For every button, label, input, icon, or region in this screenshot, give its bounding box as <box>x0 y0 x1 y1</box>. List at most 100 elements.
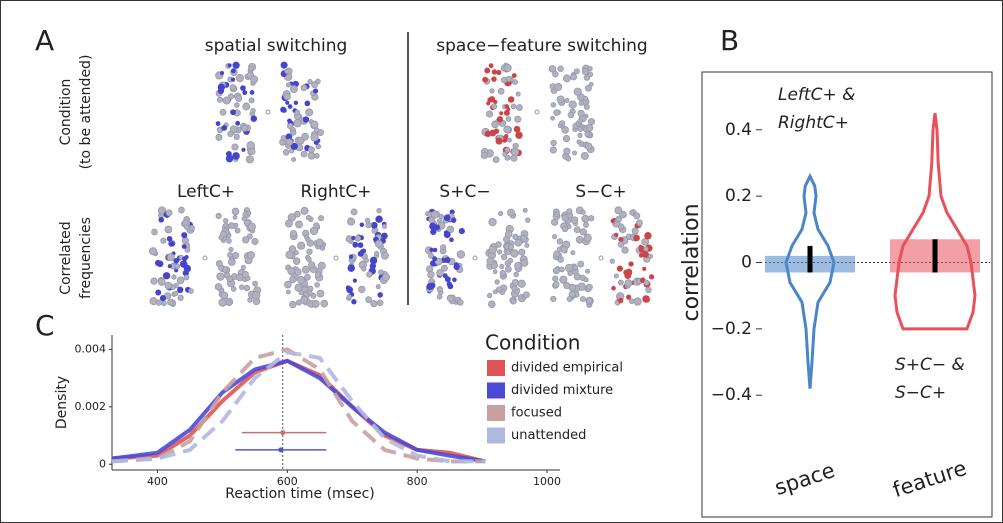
stimulus-dot <box>496 116 504 123</box>
stimulus-dot <box>317 261 326 270</box>
stimulus-dot <box>234 102 240 108</box>
stimulus-dot <box>250 108 256 114</box>
stimulus-dot <box>583 104 590 111</box>
stimulus-dot <box>512 79 518 86</box>
stimulus-dot <box>513 125 521 133</box>
stimulus-dot <box>183 224 190 230</box>
stimulus-dot <box>498 211 504 217</box>
stimulus-dot <box>313 88 319 94</box>
fixation <box>333 255 339 261</box>
stimulus-dot <box>188 288 194 294</box>
stimulus-dot <box>300 296 308 304</box>
stimulus-dot <box>352 278 357 283</box>
stimulus-dot <box>280 61 288 69</box>
stimulus-dot <box>645 286 652 294</box>
stimulus-dot <box>491 103 498 110</box>
stimulus-dot <box>350 208 358 216</box>
stimulus-dot <box>242 90 248 96</box>
stimulus-dot <box>314 282 320 288</box>
stimulus-dot <box>485 110 494 118</box>
stimulus-dot <box>452 277 457 283</box>
stimulus-dot <box>514 261 522 270</box>
stimulus-dot <box>616 265 623 272</box>
row-label: Condition <box>58 79 74 146</box>
panel-label: A <box>35 24 54 57</box>
stimulus-dot <box>228 246 234 253</box>
condition-label: RightC+ <box>301 182 372 202</box>
stimulus-dot <box>235 273 244 282</box>
stimulus-dot <box>294 210 301 218</box>
stimulus-dot <box>642 250 649 258</box>
stimulus-dot <box>618 223 625 230</box>
stimulus-dot <box>561 225 569 233</box>
stimulus-dot <box>289 148 295 154</box>
stimulus-dot <box>183 274 190 281</box>
stimulus-dot <box>223 218 229 224</box>
stimulus-dot <box>429 222 437 230</box>
stimulus-dot <box>226 275 234 283</box>
stimulus-dot <box>158 216 165 223</box>
stimulus-dot <box>552 275 559 282</box>
stimulus-dot <box>285 133 293 141</box>
stimulus-dot <box>510 249 519 258</box>
stimulus-dot <box>581 68 589 76</box>
stimulus-dot <box>288 245 297 253</box>
error-center <box>280 430 286 436</box>
stimulus-dot <box>382 224 387 229</box>
fixation <box>534 109 540 115</box>
stimulus-dot <box>641 237 650 246</box>
stimulus-dot <box>550 139 557 147</box>
stimulus-dot <box>496 249 503 255</box>
stimulus-dot <box>507 257 514 264</box>
stimulus-dot <box>427 270 435 279</box>
stimulus-dot <box>365 296 372 303</box>
stimulus-dot <box>215 133 223 141</box>
stimulus-dot <box>285 100 290 105</box>
stimulus-dot <box>313 152 320 159</box>
stimulus-dot <box>246 210 252 216</box>
stimulus-dot <box>520 234 528 243</box>
stimulus-dot <box>489 129 497 137</box>
stimulus-dot <box>166 253 175 262</box>
stimulus-dot <box>550 115 555 121</box>
stimulus-dot <box>376 299 384 307</box>
stimulus-dot <box>284 68 290 74</box>
stimulus-dot <box>438 213 444 219</box>
stimulus-dot <box>217 96 224 103</box>
stimulus-dot <box>497 87 505 95</box>
stimulus-dot <box>488 63 494 69</box>
stimulus-dot <box>570 73 578 81</box>
legend-title: Condition <box>485 331 580 355</box>
stimulus-dot <box>346 294 352 300</box>
stimulus-dot <box>176 276 185 285</box>
stimulus-dot <box>360 249 365 254</box>
stimulus-dot <box>491 69 498 75</box>
stimulus-dot <box>320 299 329 308</box>
y-tick-label: 0 <box>99 457 106 470</box>
stimulus-dot <box>554 83 563 91</box>
x-tick-label: 1000 <box>533 475 561 488</box>
stimulus-dot <box>586 283 593 291</box>
stimulus-dot <box>495 137 503 145</box>
stimulus-dot <box>284 219 293 228</box>
stimulus-dot <box>565 263 574 273</box>
stimulus-dot <box>581 214 590 223</box>
stimulus-dot <box>564 98 570 103</box>
stimulus-dot <box>293 119 302 128</box>
stimulus-dot <box>375 215 383 223</box>
stimulus-dot <box>290 142 298 150</box>
fixation <box>598 255 604 261</box>
stimulus-dot <box>570 250 576 256</box>
stimulus-dot <box>231 143 239 151</box>
stimulus-dot <box>621 246 629 254</box>
stimulus-dot <box>289 276 297 284</box>
stimulus-dot <box>173 258 180 264</box>
stimulus-dot <box>617 279 624 286</box>
stimulus-dot <box>514 115 522 123</box>
stimulus-dot <box>249 90 255 95</box>
stimulus-dot <box>610 218 615 224</box>
stimulus-dot <box>484 67 491 74</box>
stimulus-dot <box>241 270 249 279</box>
stimulus-dot <box>552 267 560 275</box>
stimulus-dot <box>346 286 354 294</box>
